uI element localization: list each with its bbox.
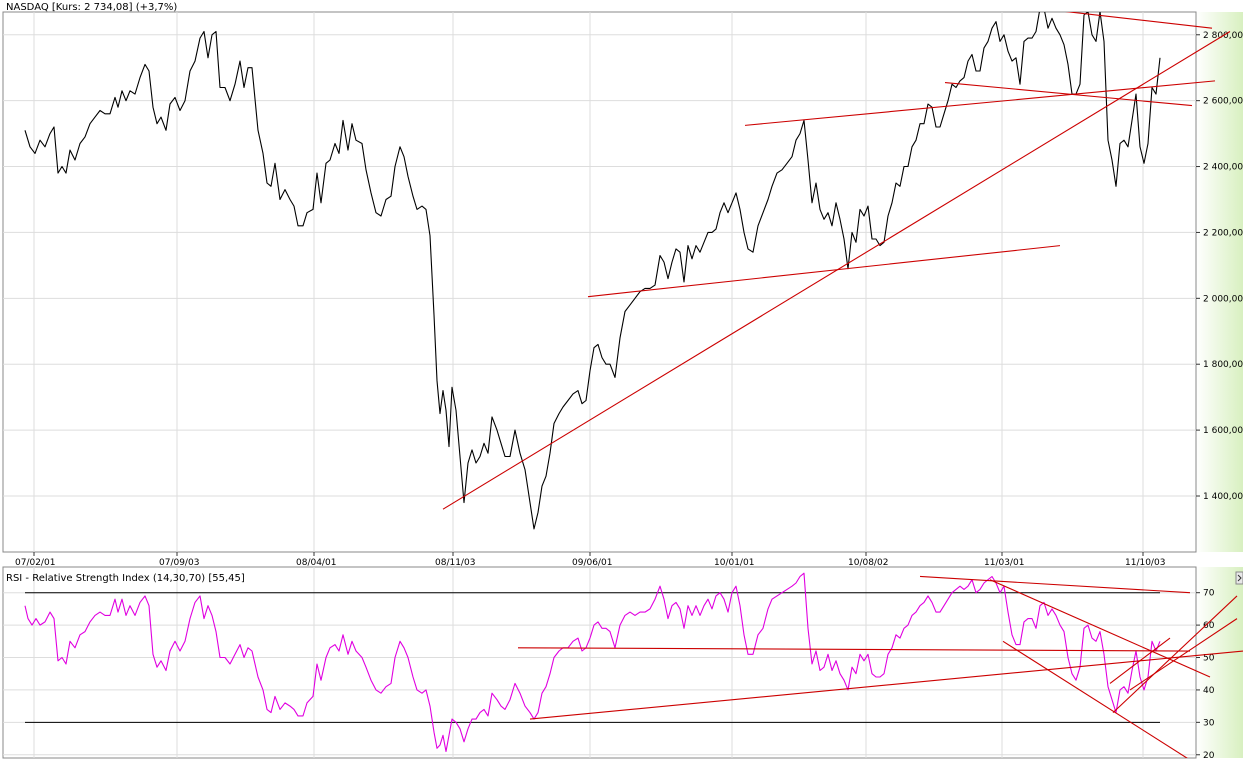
x-tick-label: 07/09/03 bbox=[159, 558, 199, 568]
x-tick-label: 11/10/03 bbox=[1125, 558, 1165, 568]
trendline-1-6 bbox=[1129, 618, 1238, 691]
y-axis-panel-0 bbox=[1196, 12, 1243, 552]
y-tick-label: 1 400,00 bbox=[1203, 492, 1243, 502]
y-tick-label: 20 bbox=[1203, 751, 1215, 759]
trendline-0-4 bbox=[1065, 12, 1213, 29]
chart-title-0: NASDAQ [Kurs: 2 734,08] (+3,7%) bbox=[6, 2, 177, 13]
trendline-1-0 bbox=[517, 647, 1191, 652]
plot-frame-1 bbox=[2, 566, 1197, 759]
x-tick-label: 08/11/03 bbox=[435, 558, 475, 568]
y-axis-panel-1 bbox=[1196, 567, 1243, 758]
x-tick-label: 10/01/01 bbox=[714, 558, 754, 568]
panel-arrow-icon bbox=[1235, 571, 1243, 585]
trendline-1-4 bbox=[1002, 640, 1188, 758]
y-tick-label: 1 800,00 bbox=[1203, 360, 1243, 370]
y-tick-label: 70 bbox=[1203, 589, 1215, 599]
x-tick-label: 07/02/01 bbox=[15, 558, 55, 568]
y-tick-label: 2 400,00 bbox=[1203, 163, 1243, 173]
y-tick-label: 1 600,00 bbox=[1203, 426, 1243, 436]
y-tick-label: 30 bbox=[1203, 718, 1215, 728]
plot-group-0 bbox=[24, 12, 1231, 530]
y-tick-label: 2 600,00 bbox=[1203, 97, 1243, 107]
x-tick-label: 09/06/01 bbox=[572, 558, 612, 568]
y-tick-label: 2 000,00 bbox=[1203, 294, 1243, 304]
y-tick-label: 60 bbox=[1203, 621, 1215, 631]
series-line-0-0 bbox=[24, 12, 1161, 530]
x-tick-label: 08/04/01 bbox=[296, 558, 336, 568]
y-tick-label: 40 bbox=[1203, 686, 1215, 696]
x-tick-label: 10/08/02 bbox=[848, 558, 888, 568]
trendline-0-1 bbox=[587, 245, 1061, 298]
series-line-1-0 bbox=[24, 572, 1161, 753]
trendline-1-5 bbox=[1112, 595, 1238, 714]
trendline-1-2 bbox=[919, 575, 1191, 594]
chart-title-1: RSI - Relative Strength Index (14,30,70)… bbox=[6, 573, 245, 584]
chevron-right-icon bbox=[1237, 574, 1242, 582]
y-tick-label: 2 200,00 bbox=[1203, 228, 1243, 238]
trendline-1-7 bbox=[1109, 637, 1171, 684]
plot-frame-0 bbox=[2, 11, 1197, 553]
trendline-1-1 bbox=[529, 650, 1243, 720]
trendline-0-3 bbox=[944, 81, 1193, 107]
trendline-0-2 bbox=[744, 80, 1216, 126]
x-tick-label: 11/03/01 bbox=[984, 558, 1024, 568]
plot-group-1 bbox=[24, 572, 1243, 758]
y-tick-label: 50 bbox=[1203, 654, 1215, 664]
